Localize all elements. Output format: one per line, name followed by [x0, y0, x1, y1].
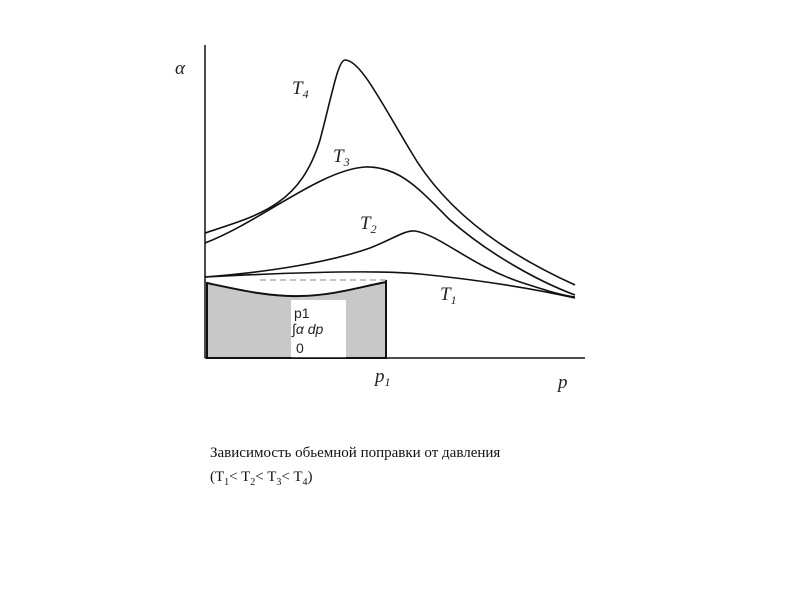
integral-upper: p1	[294, 305, 310, 321]
p1-label: p1	[373, 366, 391, 389]
integral-expr: ∫α dp	[291, 321, 323, 338]
caption-sub: 4	[303, 477, 308, 488]
curve-t4	[204, 59, 576, 286]
integral-box	[291, 300, 346, 358]
x-axis-label: p	[556, 372, 568, 393]
caption-part: < T	[255, 469, 276, 485]
letter: T	[292, 78, 304, 99]
letter: T	[440, 284, 452, 305]
caption-line: Зависимость обьемной поправки от давлени…	[210, 445, 500, 461]
letter: p	[373, 366, 385, 387]
curve-label: T1	[440, 284, 457, 307]
caption-part: (T	[210, 469, 224, 485]
caption-line: (T1< T2< T3< T4)	[210, 469, 313, 488]
y-axis-label: α	[175, 58, 186, 79]
sub: 1	[385, 375, 391, 389]
caption-sub: 3	[276, 477, 281, 488]
curve-t2	[204, 230, 576, 298]
caption-sub: 2	[250, 477, 255, 488]
letter: T	[333, 146, 345, 167]
curve-label: T4	[292, 78, 309, 101]
caption-part: )	[308, 469, 313, 485]
integral-lower: 0	[296, 340, 304, 356]
curve-label: T2	[360, 213, 377, 236]
caption-part: < T	[281, 469, 302, 485]
sub: 4	[303, 87, 309, 101]
letter: T	[360, 213, 372, 234]
sub: 3	[343, 155, 350, 169]
curve-t3	[204, 166, 576, 296]
caption-part: < T	[229, 469, 250, 485]
sub: 1	[451, 293, 457, 307]
caption-sub: 1	[224, 477, 229, 488]
curve-t1	[204, 271, 576, 299]
sub: 2	[371, 222, 377, 236]
curve-label: T3	[333, 146, 350, 169]
